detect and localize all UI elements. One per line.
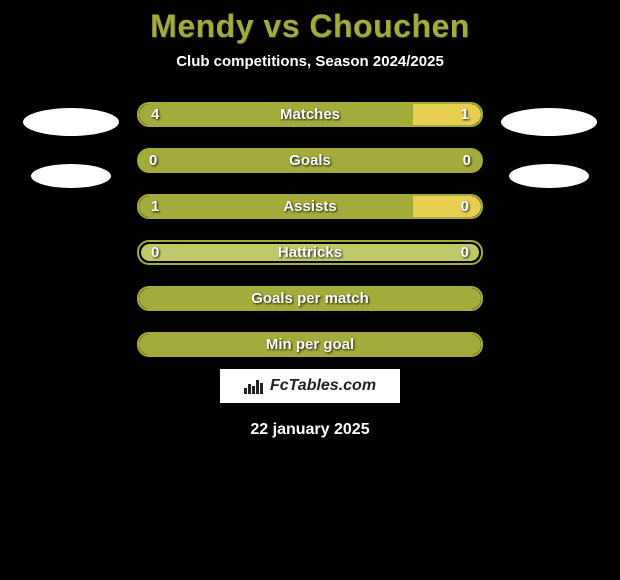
- right-player-avatar-1: [501, 108, 597, 136]
- stat-label: Assists: [139, 198, 481, 215]
- comparison-area: 41Matches 00Goals 10Assists 00Hattricks Goal…: [0, 102, 620, 357]
- comparison-infographic: Mendy vs Chouchen Club competitions, Sea…: [0, 0, 620, 439]
- date-label: 22 january 2025: [250, 421, 369, 439]
- stat-bar: 10Assists: [137, 194, 483, 219]
- page-title: Mendy vs Chouchen: [150, 8, 470, 45]
- subtitle: Club competitions, Season 2024/2025: [176, 53, 444, 70]
- stat-label: Min per goal: [139, 336, 481, 353]
- right-avatar-column: [501, 102, 597, 188]
- logo-box: FcTables.com: [220, 369, 400, 403]
- stat-bar: 00Goals: [137, 148, 483, 173]
- stat-bar: 00Hattricks: [137, 240, 483, 265]
- left-player-avatar-1: [23, 108, 119, 136]
- stat-label: Goals per match: [139, 290, 481, 307]
- stat-bar: Goals per match: [137, 286, 483, 311]
- right-player-avatar-2: [509, 164, 589, 188]
- logo-text: FcTables.com: [270, 377, 376, 395]
- bar-chart-icon: [244, 378, 264, 394]
- stat-label: Hattricks: [139, 244, 481, 261]
- stat-bar: Min per goal: [137, 332, 483, 357]
- stats-bars: 41Matches 00Goals 10Assists 00Hattricks Goal…: [137, 102, 483, 357]
- left-avatar-column: [23, 102, 119, 188]
- stat-bar: 41Matches: [137, 102, 483, 127]
- left-player-avatar-2: [31, 164, 111, 188]
- stat-label: Goals: [137, 152, 483, 169]
- stat-label: Matches: [139, 106, 481, 123]
